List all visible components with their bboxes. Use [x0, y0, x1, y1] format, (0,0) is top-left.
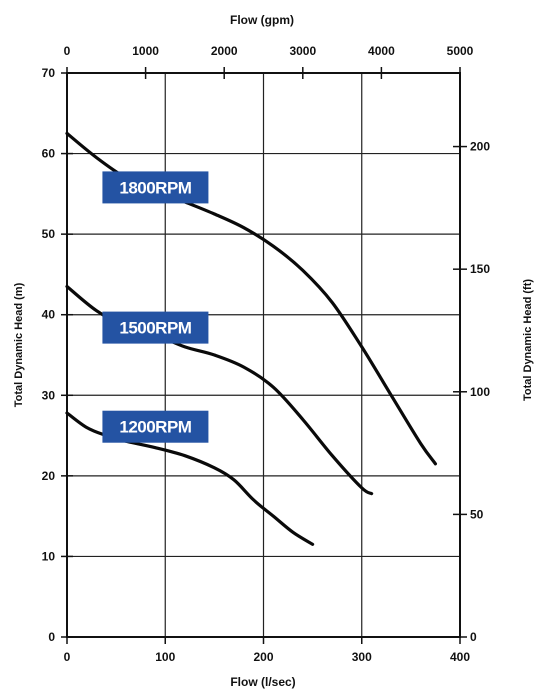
x2-tick-label: 2000: [211, 44, 238, 58]
y-tick-label: 30: [42, 388, 56, 402]
y-tick-label: 10: [42, 549, 56, 563]
x2-axis-title: Flow (gpm): [230, 13, 294, 27]
grid-lines: [66, 72, 461, 638]
series-label: 1800RPM: [119, 178, 191, 197]
series-label-box: [102, 171, 209, 204]
y-tick-label: 50: [42, 227, 56, 241]
series-label: 1500RPM: [119, 319, 191, 338]
x-axis-title: Flow (l/sec): [230, 675, 295, 689]
x-tick-label: 0: [64, 650, 71, 664]
series-label-box: [102, 311, 209, 344]
y2-tick-label: 150: [470, 262, 490, 276]
y-tick-label: 20: [42, 469, 56, 483]
x-tick-label: 200: [253, 650, 273, 664]
x2-tick-label: 3000: [289, 44, 316, 58]
y2-axis-title: Total Dynamic Head (ft): [522, 279, 534, 401]
y-tick-label: 40: [42, 308, 56, 322]
x-tick-label: 400: [450, 650, 470, 664]
x-tick-label: 100: [155, 650, 175, 664]
y2-tick-label: 50: [470, 507, 484, 521]
series-label: 1200RPM: [119, 418, 191, 437]
x2-tick-label: 1000: [132, 44, 159, 58]
y-tick-label: 60: [42, 147, 56, 161]
y-tick-label: 70: [42, 66, 56, 80]
x2-tick-label: 4000: [368, 44, 395, 58]
y-axis-title: Total Dynamic Head (m): [13, 282, 25, 407]
x-tick-label: 300: [352, 650, 372, 664]
y2-tick-label: 100: [470, 385, 490, 399]
y2-tick-label: 0: [470, 630, 477, 644]
series-labels: 1800RPM 1500RPM 1200RPM: [102, 171, 209, 443]
series-label-box: [102, 410, 209, 443]
y2-tick-label: 200: [470, 140, 490, 154]
x2-tick-label: 5000: [447, 44, 474, 58]
tick-marks: 0 100 200 300 4000 1000 2000 3000 4000 5000010203…: [42, 44, 491, 664]
x2-tick-label: 0: [64, 44, 71, 58]
y-tick-label: 0: [48, 630, 55, 644]
